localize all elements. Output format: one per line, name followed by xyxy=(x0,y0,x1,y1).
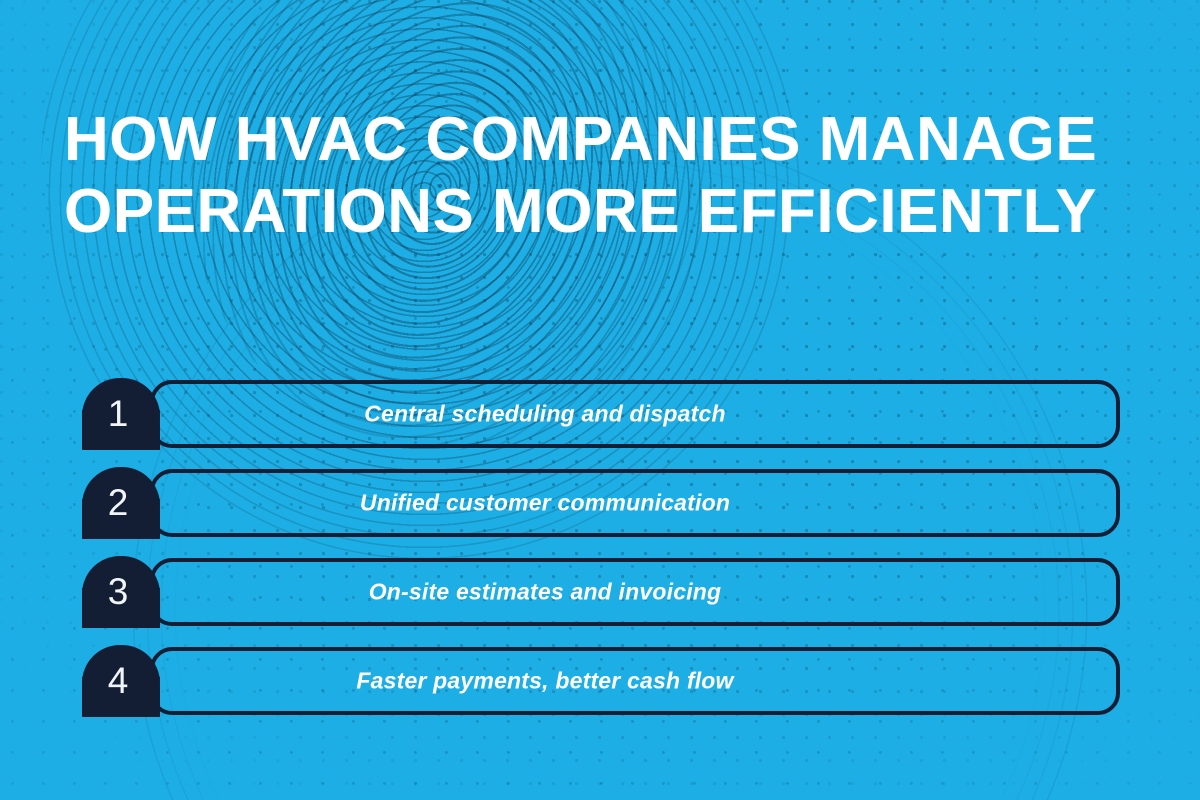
list-item-number: 4 xyxy=(107,659,129,701)
list-item-number-badge: 1 xyxy=(82,378,160,450)
list-item-label: Central scheduling and dispatch xyxy=(364,400,726,427)
list-item: Central scheduling and dispatch 1 xyxy=(82,378,1120,450)
list-item: Unified customer communication 2 xyxy=(82,467,1120,539)
list-item-number: 2 xyxy=(107,481,129,523)
list-item-label: Faster payments, better cash flow xyxy=(356,667,734,694)
list-item-number-badge: 2 xyxy=(82,467,160,539)
list-item-label: On-site estimates and invoicing xyxy=(368,578,722,605)
title-block: HOW HVAC COMPANIES MANAGE OPERATIONS MOR… xyxy=(64,104,1154,248)
list-item: On-site estimates and invoicing 3 xyxy=(82,556,1120,628)
list-item-number: 3 xyxy=(107,570,129,612)
page-title: HOW HVAC COMPANIES MANAGE OPERATIONS MOR… xyxy=(64,105,1098,246)
list-item-label: Unified customer communication xyxy=(359,489,731,516)
list-item-bar: Central scheduling and dispatch xyxy=(150,380,1120,448)
list-item-bar: Unified customer communication xyxy=(150,469,1120,537)
list-item: Faster payments, better cash flow 4 xyxy=(82,645,1120,717)
benefits-list: Central scheduling and dispatch 1 Unifie… xyxy=(82,378,1120,717)
list-item-bar: Faster payments, better cash flow xyxy=(150,647,1120,715)
list-item-number-badge: 4 xyxy=(82,645,160,717)
list-item-bar: On-site estimates and invoicing xyxy=(150,558,1120,626)
list-item-number-badge: 3 xyxy=(82,556,160,628)
list-item-number: 1 xyxy=(107,392,129,434)
